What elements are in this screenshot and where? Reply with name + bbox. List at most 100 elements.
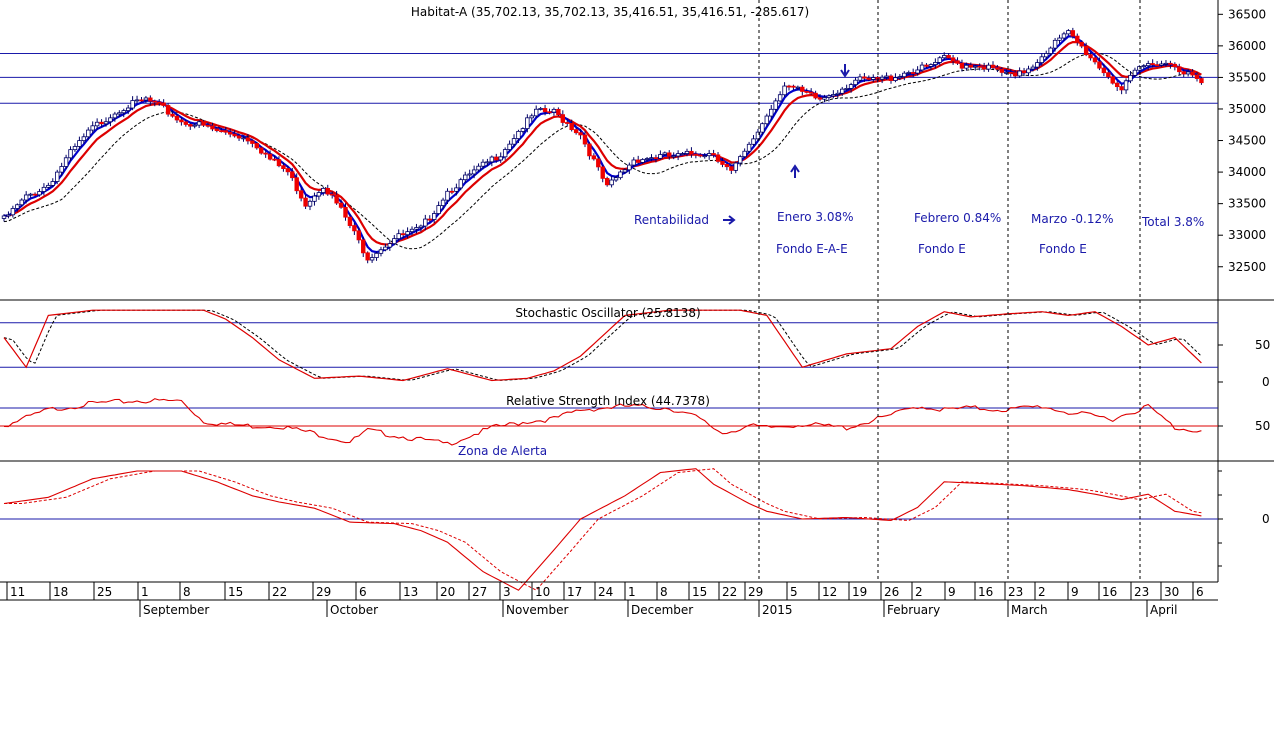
candle-down [400,233,406,236]
candle-down [924,64,929,67]
candle-down [786,85,792,88]
candle-down [449,190,455,193]
candle-up [423,218,428,227]
candle-down [582,134,588,145]
candle-down [1088,54,1093,59]
candle-up [662,152,668,155]
candle-down [560,114,566,123]
candle-down [179,119,184,123]
price-panel: Habitat-A (35,702.13, 35,702.13, 35,416.… [0,0,1274,582]
candle-up [103,121,109,125]
candle-down [263,152,268,155]
x-tick-label: 23 [1008,585,1023,599]
candle-down [427,218,432,221]
candle-up [644,158,650,160]
overlay-markers [723,0,1141,582]
candle-down [636,159,641,163]
candle-down [219,130,224,133]
candle-down [587,143,592,157]
x-tick-label: 29 [316,585,331,599]
annotation-total: Total 3.8% [1141,215,1204,229]
x-tick-label: 16 [1102,585,1117,599]
stochastic-k-line [3,309,1202,382]
ma-slow-line [3,52,1202,250]
candle-up [1048,47,1053,54]
candle-down [1119,86,1124,91]
candle-down [1181,71,1186,75]
candle-up [1185,71,1191,75]
candle-up [312,195,317,202]
ma-fast-line [3,35,1203,254]
candle-down [693,153,699,156]
x-tick-label: 9 [1071,585,1079,599]
candle-up [551,108,557,113]
x-tick-label: 1 [628,585,636,599]
candle-down [183,121,189,125]
x-tick-label: 22 [722,585,737,599]
candle-down [1194,74,1200,79]
x-month-label: September [143,603,209,617]
candle-down [227,131,233,135]
candle-up [369,257,375,261]
candle-down [698,154,703,157]
candle-up [1052,39,1058,49]
macd-panel: 0 [0,468,1270,591]
candle-down [999,68,1005,73]
candle-down [804,91,809,93]
candle-up [928,64,934,67]
candle-up [1044,53,1049,58]
candle-down [347,216,353,226]
candle-up [502,149,508,158]
candle-up [108,117,113,123]
candle-down [361,239,366,254]
candle-down [148,97,153,102]
y-tick-label: 0 [1262,512,1270,526]
candle-down [494,156,499,161]
candle-up [826,95,832,98]
candle-up [321,187,326,193]
candle-up [436,205,441,214]
rsi-title: Relative Strength Index (44.7378) [506,394,710,408]
candle-up [680,153,685,155]
candle-up [121,110,126,114]
candle-down [170,113,175,117]
candle-up [675,153,681,157]
candle-up [392,238,397,245]
candle-up [511,138,517,145]
candle-up [658,154,663,159]
candle-up [498,156,503,161]
y-tick-label: 32500 [1228,260,1266,274]
candle-up [405,231,410,236]
x-tick-label: 25 [97,585,112,599]
candle-up [844,88,849,90]
candle-down [556,108,561,116]
candle-up [1132,69,1138,76]
candle-down [223,130,228,133]
candle-down [968,64,974,68]
candle-up [1,215,7,219]
candle-down [600,166,605,179]
x-tick-label: 12 [822,585,837,599]
candle-down [800,86,805,92]
y-tick-label: 33000 [1228,228,1266,242]
candle-up [964,64,969,69]
candle-up [485,161,490,164]
candle-up [1035,62,1040,68]
y-tick-label: 50 [1255,419,1270,433]
y-tick-label: 35500 [1228,70,1266,84]
candle-down [210,125,215,130]
x-tick-label: 2 [1038,585,1046,599]
candle-down [329,193,335,196]
candle-up [1039,56,1044,63]
x-axis: 11 18 25 1 8 15 22 29 6 13 20 27 3 10 17 24 1 8 15 22 29 5 12 1… [0,581,1218,617]
candle-down [365,252,370,261]
annotation-fondo-3: Fondo E [1039,242,1087,256]
candle-down [1114,82,1120,88]
candle-up [942,55,947,59]
x-tick-label: 22 [272,585,287,599]
x-tick-label: 15 [228,585,243,599]
candle-down [99,121,104,125]
candle-up [609,179,614,186]
candle-down [298,190,304,199]
x-tick-label: 13 [403,585,418,599]
